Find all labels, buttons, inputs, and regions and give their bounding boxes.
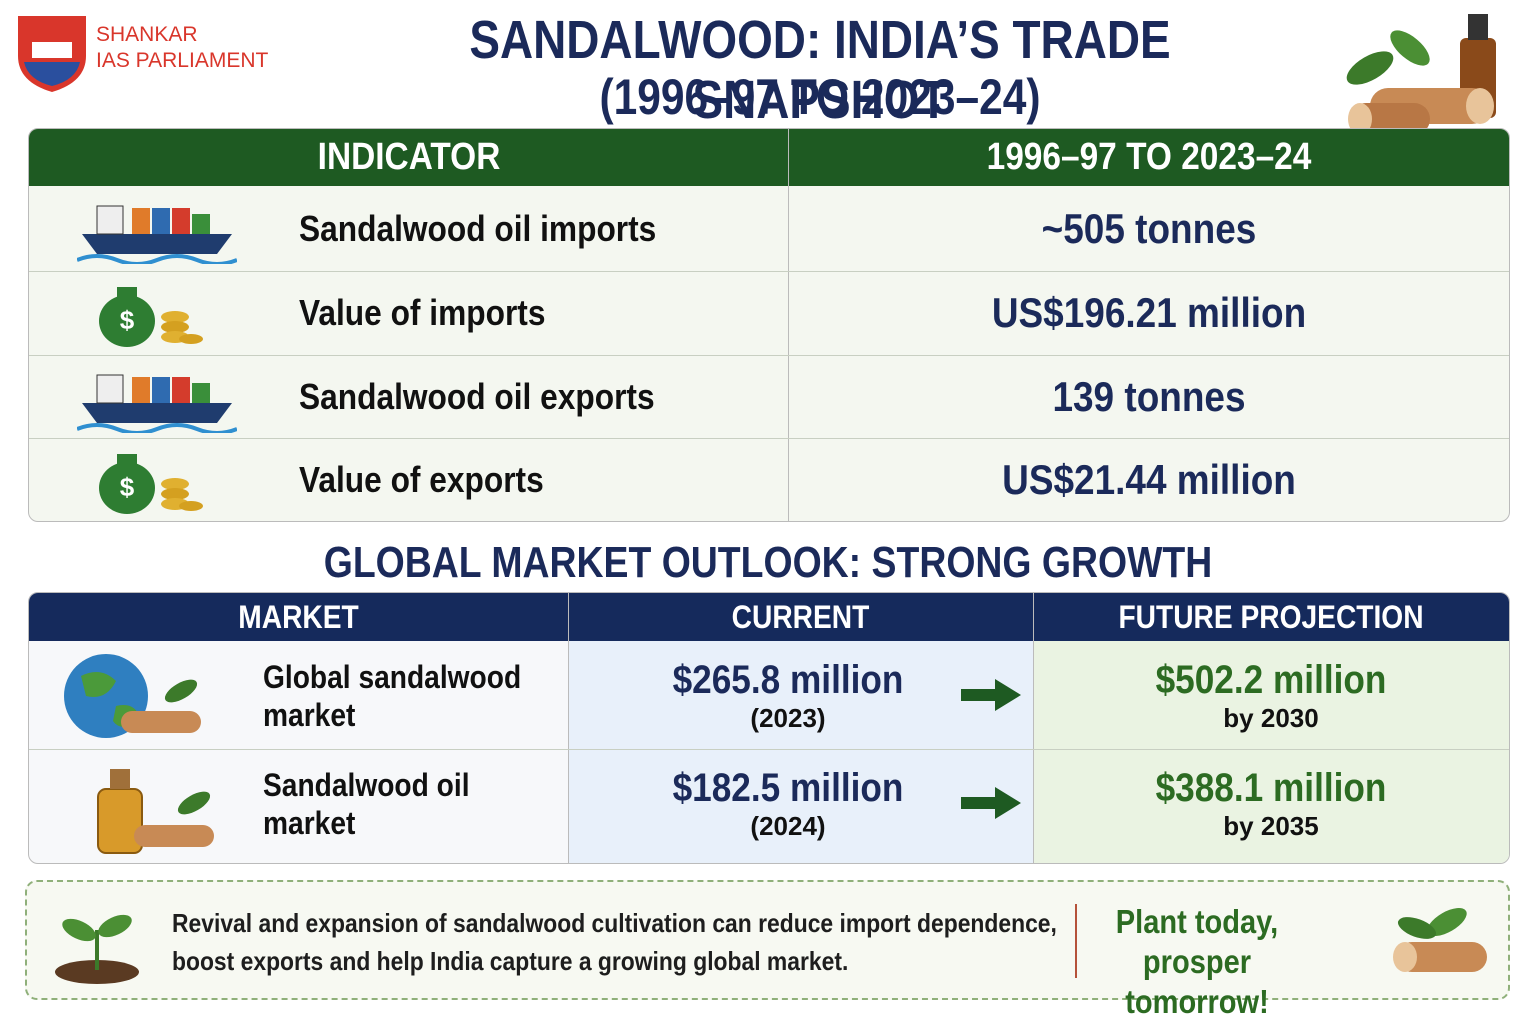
trade-table: INDICATOR 1996–97 TO 2023–24 Sandalwood oi…: [28, 128, 1510, 522]
title: SANDALWOOD: INDIA’S TRADE SNAPSHOT: [469, 10, 1171, 130]
market-table: MARKET CURRENT FUTURE PROJECTION Global san…: [28, 592, 1510, 864]
svg-text:$: $: [120, 305, 135, 335]
value: ~505 tonnes: [1041, 205, 1257, 252]
current-bg: [568, 641, 1033, 863]
future-bg: [1033, 641, 1509, 863]
footer-line: Revival and expansion of sandalwood cult…: [172, 908, 1057, 938]
logo-text: SHANKAR IAS PARLIAMENT: [96, 22, 268, 74]
money-icon: $: [95, 446, 205, 521]
indicator: Sandalwood oil exports: [299, 376, 655, 417]
future-value: $388.1 million: [1155, 766, 1387, 810]
footer-text: Revival and expansion of sandalwood cult…: [172, 904, 1057, 980]
value: US$21.44 million: [1002, 456, 1296, 503]
header-cell: MARKET: [238, 599, 359, 635]
divider: [1075, 904, 1077, 978]
footer-box: Revival and expansion of sandalwood cult…: [25, 880, 1510, 1020]
wood-icon: [1393, 908, 1487, 972]
market-name: market: [263, 697, 356, 733]
column-divider: [788, 129, 789, 521]
slogan-line: prosper tomorrow!: [1125, 943, 1269, 1020]
footer-line: boost exports and help India capture a g…: [172, 946, 849, 976]
row-divider: [29, 271, 1509, 272]
slogan: Plant today, prosper tomorrow!: [1109, 902, 1285, 1022]
market-name: Sandalwood oil: [263, 767, 470, 803]
arrow-icon: [959, 677, 1023, 718]
value: US$196.21 million: [991, 289, 1307, 336]
indicator: Value of imports: [299, 292, 546, 333]
ship-icon: [76, 194, 238, 269]
current-value: $265.8 million: [672, 658, 904, 702]
logo-line: IAS PARLIAMENT: [96, 49, 269, 72]
logo-emblem: [18, 16, 86, 92]
money-icon: $: [95, 279, 205, 354]
svg-text:$: $: [120, 472, 135, 502]
table-header: [29, 129, 1509, 186]
header-cell: FUTURE PROJECTION: [1118, 599, 1424, 635]
market-name: market: [263, 805, 356, 841]
current-year: (2024): [750, 811, 826, 841]
header-cell: CURRENT: [731, 599, 870, 635]
future-year: by 2030: [1223, 703, 1319, 733]
globe-icon: [61, 651, 211, 746]
sandalwood-illustration: [1346, 14, 1496, 135]
logo-line: SHANKAR: [96, 23, 198, 46]
header-cell: 1996–97 TO 2023–24: [986, 136, 1312, 178]
table-header: [29, 593, 1509, 641]
value: 139 tonnes: [1052, 373, 1246, 420]
indicator: Value of exports: [299, 459, 544, 500]
column-divider: [1033, 593, 1034, 863]
subtitle: (1996–97 TO 2023–24): [599, 69, 1041, 125]
future-value: $502.2 million: [1155, 658, 1387, 702]
future-year: by 2035: [1223, 811, 1319, 841]
row-divider: [29, 355, 1509, 356]
market-name: Global sandalwood: [263, 659, 522, 695]
slogan-line: Plant today,: [1115, 903, 1279, 940]
header-cell: INDICATOR: [317, 136, 501, 178]
row-divider: [29, 749, 1509, 750]
row-divider: [29, 438, 1509, 439]
oil-icon: [84, 759, 234, 863]
current-year: (2023): [750, 703, 826, 733]
sapling-icon: [55, 914, 139, 984]
column-divider: [568, 593, 569, 863]
ship-icon: [76, 363, 238, 438]
current-value: $182.5 million: [672, 766, 904, 810]
arrow-icon: [959, 785, 1023, 826]
indicator: Sandalwood oil imports: [299, 208, 657, 249]
